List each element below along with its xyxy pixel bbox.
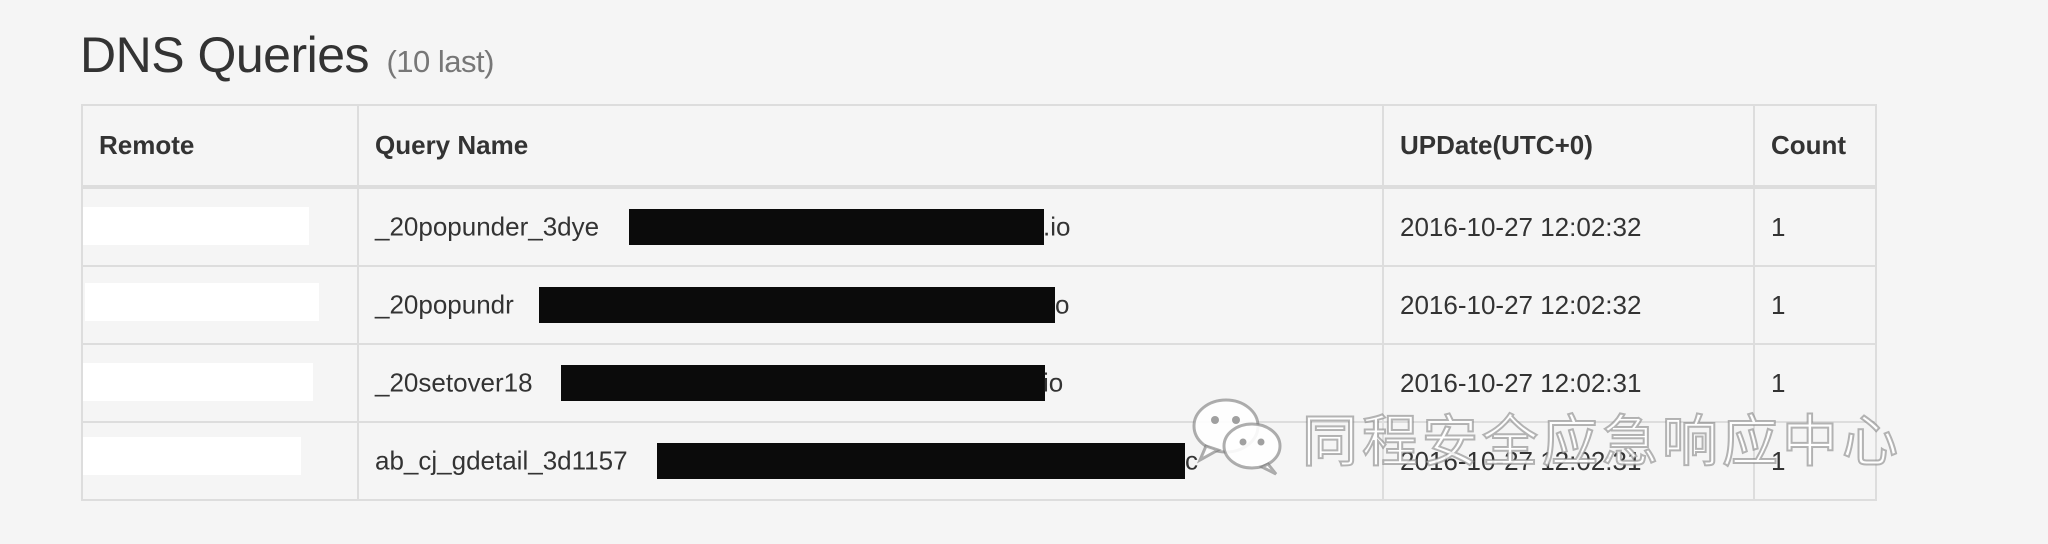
query-name-redaction <box>657 443 1185 479</box>
query-name-suffix: c <box>1185 445 1198 476</box>
count-cell: 1 <box>1753 343 1877 423</box>
query-name-cell: _20popundr o <box>357 265 1384 345</box>
table-row[interactable]: ab_cj_gdetail_3d1157 c 2016-10-27 12:02:… <box>81 421 1877 501</box>
page-title-text: DNS Queries <box>80 27 370 83</box>
query-name-cell: ab_cj_gdetail_3d1157 c <box>357 421 1384 501</box>
column-header-update[interactable]: UPDate(UTC+0) <box>1382 104 1755 189</box>
update-cell: 2016-10-27 12:02:32 <box>1382 186 1755 267</box>
dns-queries-table: Remote Query Name UPDate(UTC+0) Count _2… <box>81 104 1877 501</box>
column-header-remote[interactable]: Remote <box>81 104 359 189</box>
query-name-redaction <box>561 365 1045 401</box>
update-cell: 2016-10-27 12:02:32 <box>1382 265 1755 345</box>
query-name-redaction <box>629 209 1044 245</box>
count-cell: 1 <box>1753 265 1877 345</box>
remote-redaction <box>85 283 319 321</box>
table-row[interactable]: _20popundr o 2016-10-27 12:02:32 1 <box>81 265 1877 345</box>
query-name-redaction <box>539 287 1055 323</box>
remote-redaction <box>84 437 301 475</box>
query-name-cell: _20setover18 io <box>357 343 1384 423</box>
query-name-prefix: _20setover18 <box>375 367 533 398</box>
update-cell: 2016-10-27 12:02:31 <box>1382 421 1755 501</box>
count-cell: 1 <box>1753 186 1877 267</box>
query-name-suffix: .io <box>1043 211 1071 242</box>
count-cell: 1 <box>1753 421 1877 501</box>
table-header-row: Remote Query Name UPDate(UTC+0) Count <box>81 104 1877 189</box>
query-name-prefix: _20popunder_3dye <box>375 211 600 242</box>
table-row[interactable]: _20popunder_3dye .io 2016-10-27 12:02:32… <box>81 186 1877 267</box>
remote-cell <box>81 265 359 345</box>
query-name-cell: _20popunder_3dye .io <box>357 186 1384 267</box>
remote-redaction <box>84 363 313 401</box>
remote-cell <box>81 421 359 501</box>
column-header-query-name[interactable]: Query Name <box>357 104 1384 189</box>
remote-cell <box>81 343 359 423</box>
update-cell: 2016-10-27 12:02:31 <box>1382 343 1755 423</box>
column-header-count[interactable]: Count <box>1753 104 1877 189</box>
query-name-prefix: ab_cj_gdetail_3d1157 <box>375 445 628 476</box>
remote-redaction <box>84 207 309 245</box>
query-name-prefix: _20popundr <box>375 289 514 320</box>
query-name-suffix: o <box>1055 289 1070 320</box>
query-name-suffix: io <box>1043 367 1064 398</box>
table-row[interactable]: _20setover18 io 2016-10-27 12:02:31 1 <box>81 343 1877 423</box>
remote-cell <box>81 186 359 267</box>
page-subtitle: (10 last) <box>386 44 494 79</box>
page-title: DNS Queries (10 last) <box>80 26 494 84</box>
